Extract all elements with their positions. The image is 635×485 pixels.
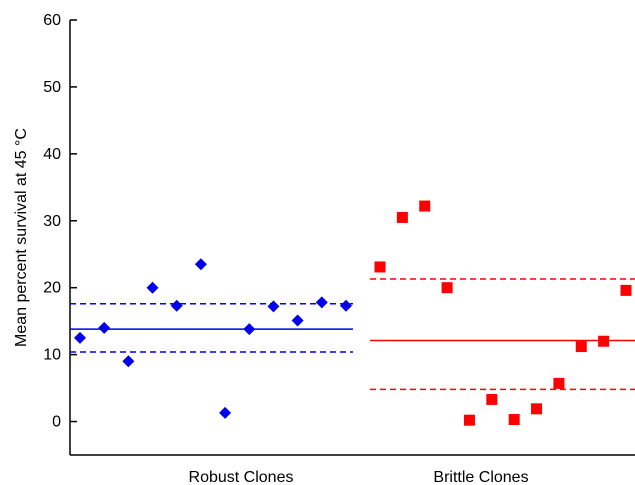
robust-clone-point: [340, 299, 352, 312]
robust-clone-point: [267, 300, 280, 313]
brittle-clone-point: [441, 282, 453, 294]
axes: [69, 19, 635, 456]
brittle-clone-point: [531, 403, 543, 415]
brittle-clone-point: [374, 261, 386, 273]
category-label-brittle: Brittle Clones: [433, 469, 528, 485]
data-markers: [74, 200, 632, 426]
y-tick-label: 10: [43, 347, 61, 364]
brittle-clone-point: [620, 284, 632, 296]
brittle-clone-point: [486, 393, 498, 405]
y-tick-label: 60: [43, 12, 61, 29]
reference-lines: [70, 278, 635, 391]
y-tick-label: 0: [52, 414, 61, 431]
robust-clone-point: [194, 258, 207, 271]
y-tick-label: 20: [43, 280, 61, 297]
robust-clone-point: [291, 314, 304, 327]
brittle-clone-point: [419, 200, 431, 212]
robust-clone-point: [146, 281, 159, 294]
robust-clone-point: [98, 321, 111, 334]
robust-clone-point: [74, 331, 86, 344]
y-tick-label: 40: [43, 146, 61, 163]
brittle-clone-point: [463, 414, 475, 426]
brittle-clone-point: [508, 414, 520, 426]
robust-clone-point: [315, 296, 328, 309]
y-tick-labels: 0 10 20 30 40 50 60: [43, 12, 61, 431]
y-tick-label: 50: [43, 79, 61, 96]
robust-clone-point: [170, 299, 183, 312]
y-axis-title: Mean percent survival at 45 °C: [13, 128, 30, 347]
category-label-robust: Robust Clones: [189, 469, 294, 485]
y-tick-label: 30: [43, 213, 61, 230]
brittle-clone-point: [553, 377, 565, 389]
brittle-clone-point: [396, 211, 408, 223]
robust-clone-point: [219, 406, 232, 419]
brittle-clone-point: [575, 341, 587, 353]
robust-clone-point: [122, 355, 135, 368]
robust-clone-point: [243, 323, 256, 336]
brittle-clone-point: [598, 335, 610, 347]
